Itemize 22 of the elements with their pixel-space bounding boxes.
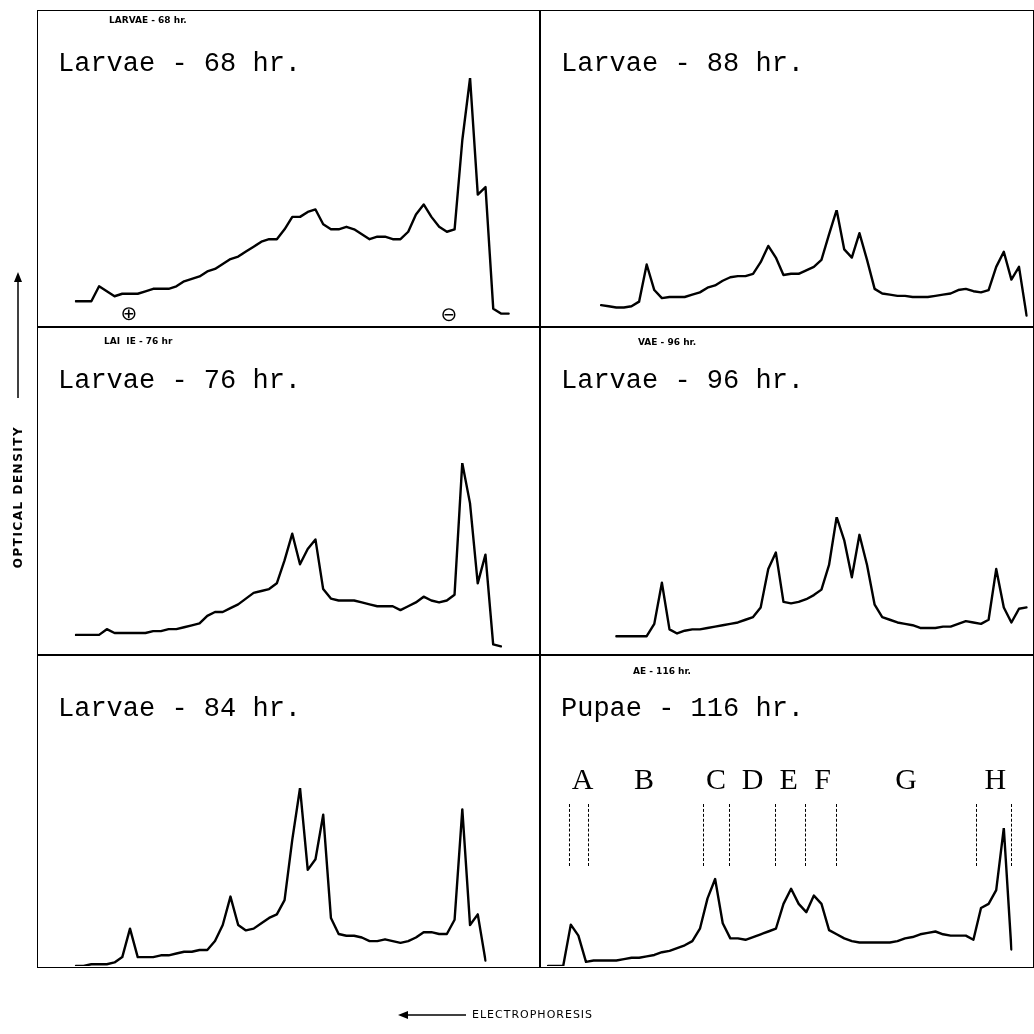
text: F	[814, 762, 832, 796]
y-axis-title: OPTICAL DENSITY	[11, 425, 25, 569]
chart-title: Pupae - 116 hr.	[561, 694, 805, 724]
chart-title: Larvae - 88 hr.	[561, 49, 805, 79]
text: H	[984, 762, 1007, 796]
text: A	[571, 762, 594, 796]
text: D	[741, 762, 764, 796]
chart-title: Larvae - 84 hr.	[58, 694, 302, 724]
text: VAE - 96 hr.	[638, 337, 697, 347]
text: G	[895, 762, 917, 796]
text: LAI IE - 76 hr	[104, 336, 173, 346]
text: AE - 116 hr.	[633, 666, 692, 676]
text: LARVAE - 68 hr.	[109, 15, 187, 25]
chart-title: Larvae - 96 hr.	[561, 366, 805, 396]
text: E	[779, 762, 798, 796]
text: C	[705, 762, 727, 796]
annotation: ⊕	[120, 301, 138, 325]
text: B	[633, 762, 655, 796]
chart-title: Larvae - 76 hr.	[58, 366, 302, 396]
annotation: ⊖	[440, 302, 458, 326]
chart-title: Larvae - 68 hr.	[58, 49, 302, 79]
x-axis-title: ELECTROPHORESIS	[472, 1008, 594, 1021]
